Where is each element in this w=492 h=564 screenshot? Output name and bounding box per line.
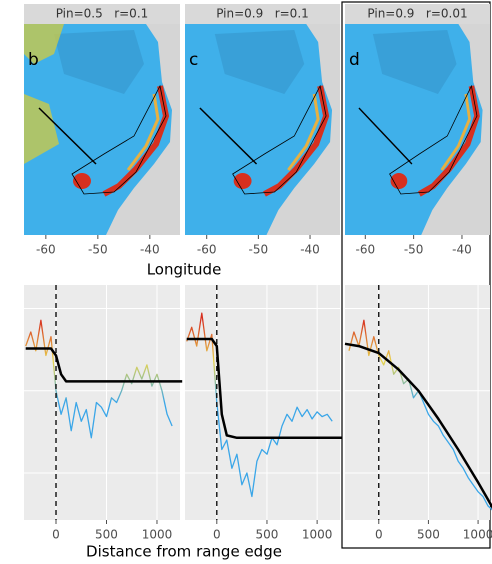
coast-yellow: [440, 93, 471, 171]
profile-x-label: Distance from range edge: [86, 543, 282, 561]
strip-bg: [345, 4, 490, 24]
range-outline: [232, 84, 327, 195]
transect: [199, 107, 258, 165]
yellow-zone: [24, 24, 64, 164]
x-tick-label: 500: [95, 528, 118, 542]
range-outline: [71, 84, 167, 195]
strip-bg: [185, 4, 340, 24]
x-tick-label: 0: [213, 528, 221, 542]
x-tick-label: -40: [140, 243, 160, 257]
map: [185, 24, 333, 235]
red-blob: [73, 173, 91, 189]
x-tick-label: 1000: [142, 528, 173, 542]
red-blob: [390, 173, 408, 189]
x-tick-label: -60: [197, 243, 217, 257]
highland: [372, 30, 457, 94]
plot-bg: [345, 285, 490, 520]
x-tick-label: 500: [256, 528, 279, 542]
strip-title: Pin=0.5 r=0.1: [56, 7, 149, 21]
transect: [38, 107, 97, 165]
red-blob: [233, 173, 252, 189]
panel-letter: b: [28, 50, 39, 70]
strip-bg: [24, 4, 180, 24]
x-tick-label: -40: [452, 243, 472, 257]
x-tick-label: -60: [36, 243, 56, 257]
strip-title: Pin=0.9 r=0.1: [216, 7, 309, 21]
highland: [214, 30, 305, 94]
highland: [54, 30, 144, 94]
fit-line: [344, 342, 492, 509]
signal-line: [186, 312, 333, 498]
strip-title: Pin=0.9 r=0.01: [367, 7, 467, 21]
panel-letter: c: [189, 50, 198, 70]
signal-line: [348, 319, 492, 511]
x-tick-label: 1000: [463, 528, 492, 542]
fit-line: [25, 347, 183, 383]
x-tick-label: -50: [249, 243, 269, 257]
highlight-box: [341, 1, 491, 549]
map: [345, 24, 483, 235]
x-tick-label: 500: [417, 528, 440, 542]
x-tick-label: -40: [300, 243, 320, 257]
signal-line: [25, 319, 173, 439]
x-tick-label: 0: [375, 528, 383, 542]
x-tick-label: -50: [404, 243, 424, 257]
plot-bg: [24, 285, 180, 520]
x-tick-label: 0: [52, 528, 60, 542]
map: [24, 24, 172, 235]
coast-yellow: [287, 93, 320, 171]
panel-letter: d: [349, 50, 360, 70]
x-tick-label: -50: [88, 243, 108, 257]
fit-line: [186, 337, 343, 440]
x-tick-label: 1000: [302, 528, 333, 542]
x-tick-label: -60: [355, 243, 375, 257]
coast-yellow: [126, 93, 160, 171]
map-x-label: Longitude: [147, 261, 222, 279]
range-outline: [389, 84, 478, 195]
plot-bg: [185, 285, 340, 520]
transect: [358, 107, 413, 165]
